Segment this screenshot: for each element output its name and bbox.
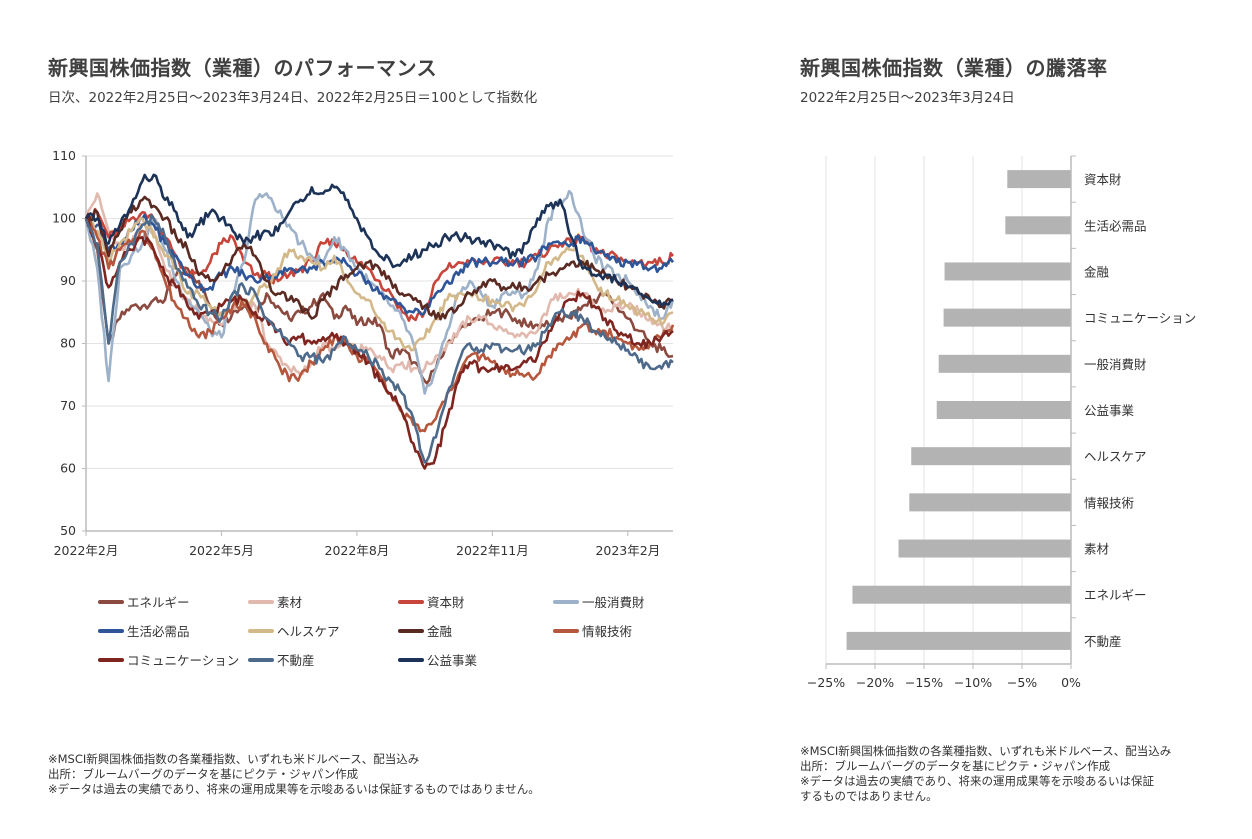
x-tick-label: −10% xyxy=(954,675,992,690)
category-label: 情報技術 xyxy=(1084,495,1134,510)
category-label: コミュニケーション xyxy=(1084,311,1196,326)
category-label: ヘルスケア xyxy=(1084,449,1147,464)
bar xyxy=(898,539,1071,558)
category-label: 公益事業 xyxy=(1084,403,1135,418)
category-label: 素材 xyxy=(1084,542,1109,557)
legend-item: 素材 xyxy=(248,592,302,611)
y-tick-label: 80 xyxy=(60,336,76,351)
bar-chart-bars xyxy=(846,170,1071,650)
x-tick-label: 2022年8月 xyxy=(325,543,390,558)
x-tick-label: −15% xyxy=(905,675,943,690)
category-label: 資本財 xyxy=(1084,172,1122,187)
legend-item: 情報技術 xyxy=(553,621,632,640)
series-line-11 xyxy=(85,173,674,308)
bar xyxy=(944,262,1071,281)
legend-swatch xyxy=(248,628,274,633)
legend-item: 不動産 xyxy=(248,650,315,669)
legend-label: 資本財 xyxy=(427,595,465,610)
legend-swatch xyxy=(553,628,579,633)
legend-item: 公益事業 xyxy=(398,650,477,669)
y-tick-label: 70 xyxy=(60,398,76,413)
right-notes: ※MSCI新興国株価指数の各業種指数、いずれも米ドルベース、配当込み 出所：ブル… xyxy=(800,744,1230,804)
legend-label: 情報技術 xyxy=(582,624,633,639)
legend-swatch xyxy=(248,599,274,604)
legend-label: 不動産 xyxy=(277,653,315,668)
note-line: ※MSCI新興国株価指数の各業種指数、いずれも米ドルベース、配当込み xyxy=(48,752,420,766)
x-tick-label: 2023年2月 xyxy=(595,543,660,558)
bar xyxy=(938,354,1071,373)
legend-item: ヘルスケア xyxy=(248,621,340,640)
legend-item: 資本財 xyxy=(398,592,465,611)
legend-item: エネルギー xyxy=(98,592,190,611)
series-line-10 xyxy=(84,214,674,464)
bar xyxy=(1005,216,1071,235)
note-line: ※データは過去の実績であり、将来の運用成果等を示唆あるいは保証するものではありま… xyxy=(48,782,540,796)
note-line: 出所：ブルームバーグのデータを基にピクテ・ジャパン作成 xyxy=(800,759,1111,773)
category-label: 金融 xyxy=(1084,264,1110,279)
legend-item: 生活必需品 xyxy=(98,621,190,640)
legend-label: 生活必需品 xyxy=(127,624,190,639)
bar xyxy=(936,401,1071,419)
bar xyxy=(909,493,1071,512)
left-notes: ※MSCI新興国株価指数の各業種指数、いずれも米ドルベース、配当込み 出所：ブル… xyxy=(48,752,540,797)
category-label: 不動産 xyxy=(1084,634,1122,649)
legend-label: 金融 xyxy=(427,624,453,639)
right-chart-subtitle: 2022年2月25日～2023年3月24日 xyxy=(800,90,1015,106)
legend-label: 公益事業 xyxy=(427,653,478,668)
legend-label: 素材 xyxy=(277,595,303,610)
x-tick-label: 2022年2月 xyxy=(54,543,119,558)
y-tick-label: 100 xyxy=(52,211,76,226)
bar-chart-axes: −25% −20% −15% −10% −5% 0% 資本財生活必需品金融コミュニケーション… xyxy=(807,155,1196,690)
left-chart-title: 新興国株価指数（業種）のパフォーマンス xyxy=(48,56,438,80)
legend-swatch xyxy=(98,599,124,604)
line-chart-axes: 50 60 70 80 90 100 110 2022年2月 2022年5月 2022年8月 202… xyxy=(52,148,673,558)
legend-item: コミュニケーション xyxy=(98,650,239,669)
bar xyxy=(1007,170,1071,189)
x-tick-label: −5% xyxy=(1007,675,1037,690)
legend-swatch xyxy=(553,599,579,604)
bar xyxy=(846,631,1071,650)
x-tick-label: −20% xyxy=(856,675,894,690)
legend-swatch xyxy=(398,628,424,633)
note-line: ※データは過去の実績であり、将来の運用成果等を示唆あるいは保証 xyxy=(800,774,1155,788)
bar xyxy=(943,308,1071,327)
legend-label: コミュニケーション xyxy=(127,653,240,668)
legend-swatch xyxy=(98,657,124,662)
legend-item: 一般消費財 xyxy=(553,592,645,611)
bar xyxy=(911,447,1071,466)
legend-label: 一般消費財 xyxy=(582,595,645,610)
note-line: 出所：ブルームバーグのデータを基にピクテ・ジャパン作成 xyxy=(48,767,359,781)
x-tick-label: −25% xyxy=(807,675,845,690)
right-chart-title: 新興国株価指数（業種）の騰落率 xyxy=(800,56,1108,80)
legend-swatch xyxy=(248,657,274,662)
series-line-7 xyxy=(84,195,674,321)
category-label: エネルギー xyxy=(1084,588,1147,603)
x-tick-label: 0% xyxy=(1061,675,1081,690)
bar xyxy=(852,585,1071,604)
series-line-5 xyxy=(85,213,675,316)
series-line-9 xyxy=(85,217,674,470)
legend-swatch xyxy=(398,657,424,662)
legend-swatch xyxy=(398,599,424,604)
category-label: 生活必需品 xyxy=(1084,218,1147,233)
y-tick-label: 50 xyxy=(60,523,76,538)
left-chart-subtitle: 日次、2022年2月25日～2023年3月24日、2022年2月25日＝100と… xyxy=(48,90,538,106)
legend-label: ヘルスケア xyxy=(277,624,340,639)
line-chart-series xyxy=(84,173,675,470)
category-label: 一般消費財 xyxy=(1084,357,1147,372)
series-line-8 xyxy=(84,218,675,433)
y-tick-label: 90 xyxy=(60,273,76,288)
legend-swatch xyxy=(98,628,124,633)
y-tick-label: 60 xyxy=(60,461,76,476)
legend-item: 金融 xyxy=(398,621,452,640)
x-tick-label: 2022年5月 xyxy=(189,543,254,558)
x-tick-label: 2022年11月 xyxy=(456,543,529,558)
note-line: ※MSCI新興国株価指数の各業種指数、いずれも米ドルベース、配当込み xyxy=(800,744,1172,758)
y-tick-label: 110 xyxy=(52,148,76,163)
note-line: するものではありません。 xyxy=(800,789,938,803)
legend-label: エネルギー xyxy=(127,595,190,610)
